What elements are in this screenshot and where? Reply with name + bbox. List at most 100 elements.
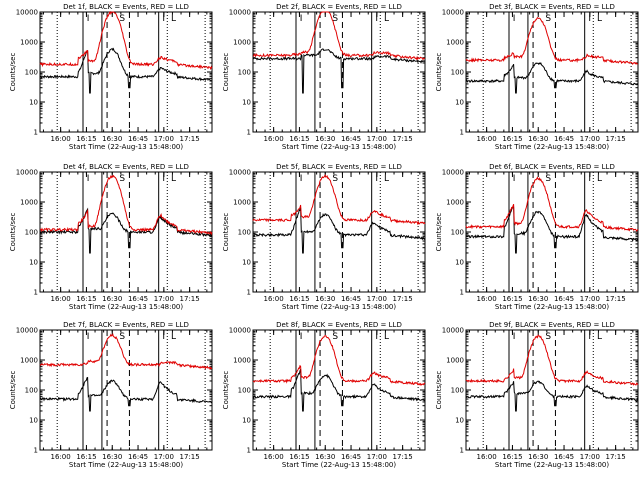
x-tick-label: 17:00 [154,453,174,461]
x-tick-label: 16:45 [341,453,361,461]
x-tick-label: 17:15 [393,135,413,143]
x-tick-label: 17:00 [580,295,600,303]
y-tick-label: 100 [25,229,38,237]
y-tick-label: 1000 [20,357,38,365]
x-tick-label: 17:15 [180,453,200,461]
region-label: I [162,174,165,184]
x-tick-label: 16:00 [51,295,71,303]
y-tick-label: 10 [455,417,464,425]
region-label: I [162,14,165,24]
region-label: S [332,332,338,342]
x-tick-label: 17:00 [580,453,600,461]
panel-title: Det 5f, BLACK = Events, RED = LLD [276,163,402,171]
black-events-series [39,376,213,412]
y-tick-label: 10000 [442,169,464,177]
y-tick-label: 1000 [446,357,464,365]
x-axis-label: Start Time (22-Aug-13 15:48:00) [69,461,183,469]
x-tick-label: 16:00 [477,453,497,461]
y-tick-label: 10 [242,259,251,267]
x-tick-label: 16:30 [528,453,548,461]
x-tick-label: 16:30 [102,135,122,143]
plot-frame [39,329,213,451]
x-tick-label: 16:30 [315,295,335,303]
x-tick-label: 16:00 [264,135,284,143]
detector-panel-3: Det 3f, BLACK = Events, RED = LLD 1 10 100 1… [435,3,639,151]
x-tick-label: 17:15 [180,295,200,303]
y-tick-label: 1000 [20,199,38,207]
x-tick-label: 17:15 [393,453,413,461]
panel-title: Det 2f, BLACK = Events, RED = LLD [276,3,402,11]
x-axis-label: Start Time (22-Aug-13 15:48:00) [495,143,609,151]
black-events-series [252,369,426,412]
x-axis-label: Start Time (22-Aug-13 15:48:00) [282,143,396,151]
region-label: L [171,332,176,342]
region-label: L [597,174,602,184]
region-label: S [545,174,551,184]
detector-panel-1: Det 1f, BLACK = Events, RED = LLD 1 10 100 1… [9,3,213,151]
y-tick-label: 1 [34,129,38,137]
x-tick-label: 16:15 [502,295,522,303]
x-tick-label: 16:30 [528,295,548,303]
region-label: L [171,174,176,184]
y-tick-label: 1 [460,289,464,297]
y-tick-label: 10000 [442,327,464,335]
y-tick-label: 10 [455,259,464,267]
plot-frame [39,11,213,133]
y-tick-label: 10 [29,417,38,425]
region-label: S [119,14,125,24]
panel-title: Det 3f, BLACK = Events, RED = LLD [489,3,615,11]
red-lld-series [465,334,639,386]
x-tick-label: 16:45 [128,135,148,143]
panel-title: Det 8f, BLACK = Events, RED = LLD [276,321,402,329]
y-tick-label: 10 [29,99,38,107]
y-tick-label: 1 [247,129,251,137]
red-lld-series [39,333,213,371]
y-tick-label: 100 [451,387,464,395]
region-label: I [300,14,303,24]
x-tick-label: 17:00 [154,295,174,303]
y-tick-label: 100 [451,69,464,77]
y-tick-label: 100 [25,69,38,77]
y-axis-label: Counts/sec [435,371,443,410]
panel-title: Det 9f, BLACK = Events, RED = LLD [489,321,615,329]
red-lld-series [252,334,426,387]
x-axis-label: Start Time (22-Aug-13 15:48:00) [282,461,396,469]
panel-title: Det 4f, BLACK = Events, RED = LLD [63,163,189,171]
x-tick-label: 17:00 [367,453,387,461]
detector-panel-2: Det 2f, BLACK = Events, RED = LLD 1 10 100 1… [222,3,426,151]
y-axis-label: Counts/sec [435,213,443,252]
y-tick-label: 1 [34,447,38,455]
detector-panel-5: Det 5f, BLACK = Events, RED = LLD 1 10 100 1… [222,163,426,311]
detector-panel-6: Det 6f, BLACK = Events, RED = LLD 1 10 100 1… [435,163,639,311]
x-tick-label: 17:15 [180,135,200,143]
black-events-series [465,62,639,94]
region-label: I [375,14,378,24]
y-tick-label: 10000 [16,9,38,17]
x-tick-label: 16:45 [341,135,361,143]
x-tick-label: 16:15 [289,135,309,143]
y-axis-label: Counts/sec [222,213,230,252]
x-tick-label: 16:15 [289,295,309,303]
region-label: I [513,332,516,342]
y-tick-label: 10000 [229,327,251,335]
region-label: L [597,14,602,24]
black-events-series [252,207,425,254]
y-tick-label: 10000 [229,9,251,17]
plot-frame [465,329,639,451]
x-tick-label: 16:30 [102,295,122,303]
region-label: I [375,332,378,342]
y-axis-label: Counts/sec [435,53,443,92]
x-tick-label: 16:15 [502,453,522,461]
region-label: L [597,332,602,342]
region-label: I [87,174,90,184]
y-tick-label: 10 [242,417,251,425]
region-label: I [87,332,90,342]
plot-frame [465,11,639,133]
region-label: L [384,174,389,184]
x-tick-label: 16:30 [315,453,335,461]
region-label: I [375,174,378,184]
region-label: S [332,174,338,184]
red-lld-series [252,174,426,226]
x-axis-label: Start Time (22-Aug-13 15:48:00) [282,303,396,311]
